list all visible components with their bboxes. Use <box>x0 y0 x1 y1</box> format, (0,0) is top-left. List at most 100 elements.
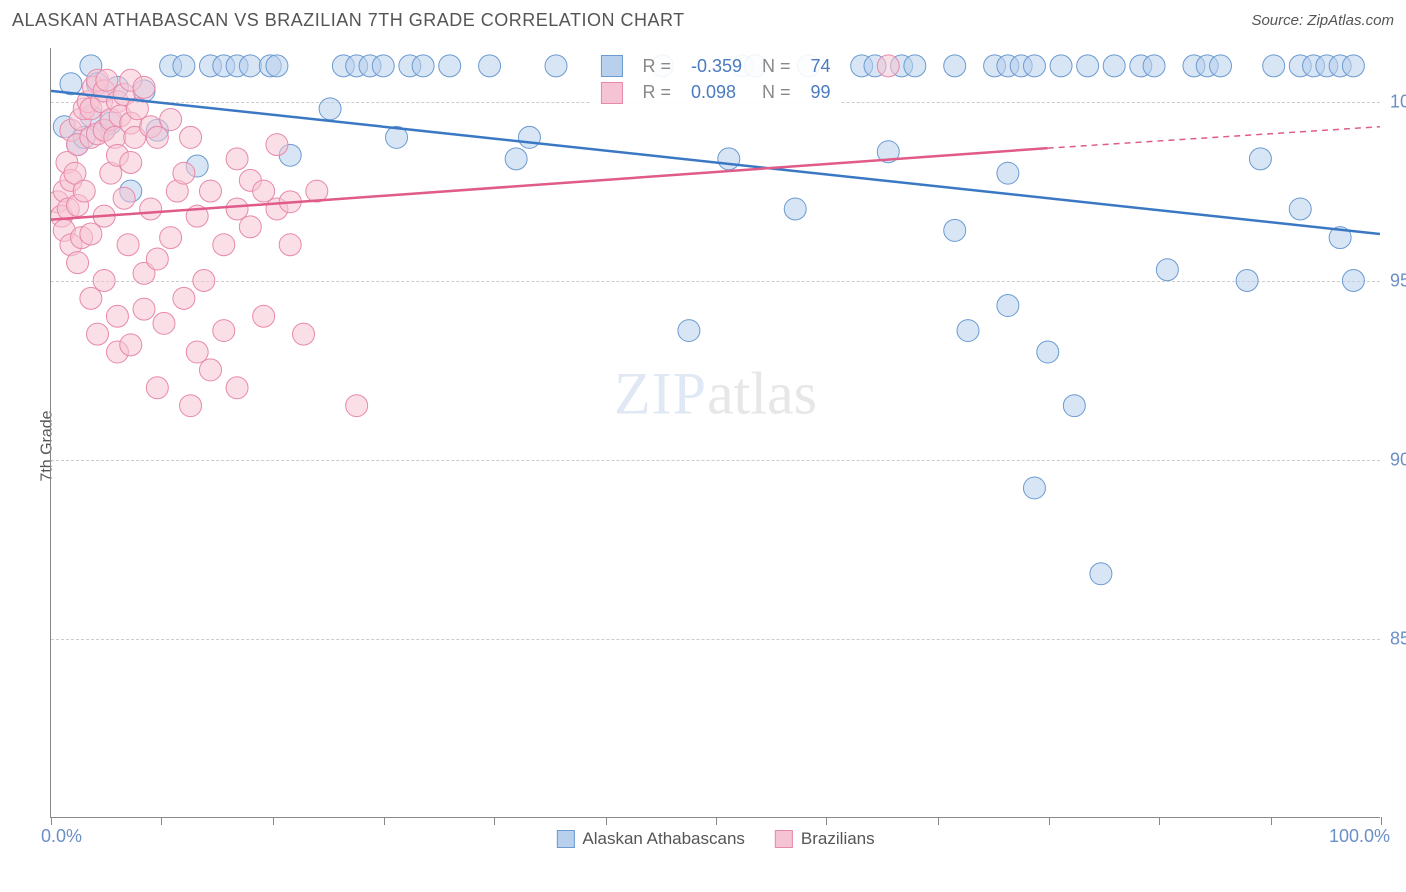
data-point <box>160 109 182 131</box>
data-point <box>306 180 328 202</box>
data-point <box>1342 270 1364 292</box>
data-point <box>67 252 89 274</box>
x-tick <box>494 817 495 825</box>
chart-plot-area: ZIPatlas 100.0%95.0%90.0%85.0% R = -0.35… <box>50 48 1380 818</box>
data-point <box>505 148 527 170</box>
source-attribution: Source: ZipAtlas.com <box>1251 12 1394 29</box>
data-point <box>944 219 966 241</box>
data-point <box>266 134 288 156</box>
r-label: R = <box>632 53 681 79</box>
data-point <box>266 55 288 77</box>
data-point <box>96 69 118 91</box>
data-point <box>1077 55 1099 77</box>
data-point <box>120 151 142 173</box>
data-point <box>253 305 275 327</box>
data-point <box>133 76 155 98</box>
data-point <box>1037 341 1059 363</box>
plot-svg <box>51 48 1380 817</box>
data-point <box>226 148 248 170</box>
x-tick <box>606 817 607 825</box>
data-point <box>439 55 461 77</box>
data-point <box>1289 198 1311 220</box>
y-tick-label: 85.0% <box>1390 628 1406 649</box>
data-point <box>186 341 208 363</box>
x-tick <box>826 817 827 825</box>
legend-item-1: Brazilians <box>775 829 875 849</box>
data-point <box>140 198 162 220</box>
r-value-0: -0.359 <box>681 53 752 79</box>
data-point <box>904 55 926 77</box>
data-point <box>253 180 275 202</box>
data-point <box>146 248 168 270</box>
regression-line-extrapolated <box>1048 127 1380 148</box>
data-point <box>87 323 109 345</box>
data-point <box>120 334 142 356</box>
data-point <box>180 395 202 417</box>
data-point <box>518 126 540 148</box>
data-point <box>180 126 202 148</box>
n-value-0: 74 <box>801 53 841 79</box>
data-point <box>545 55 567 77</box>
data-point <box>80 223 102 245</box>
x-tick <box>1159 817 1160 825</box>
x-tick <box>938 817 939 825</box>
r-value-1: 0.098 <box>681 79 752 105</box>
y-tick-label: 95.0% <box>1390 270 1406 291</box>
legend-label-0: Alaskan Athabascans <box>582 829 745 849</box>
data-point <box>372 55 394 77</box>
data-point <box>193 270 215 292</box>
data-point <box>279 234 301 256</box>
data-point <box>346 395 368 417</box>
data-point <box>213 320 235 342</box>
legend-item-0: Alaskan Athabascans <box>556 829 745 849</box>
data-point <box>239 216 261 238</box>
n-label: N = <box>752 53 801 79</box>
data-point <box>113 187 135 209</box>
data-point <box>944 55 966 77</box>
data-point <box>1090 563 1112 585</box>
regression-line <box>51 91 1380 234</box>
data-point <box>784 198 806 220</box>
correlation-legend-box: R = -0.359 N = 74 R = 0.098 N = 99 <box>590 53 840 106</box>
x-tick <box>1271 817 1272 825</box>
data-point <box>226 377 248 399</box>
data-point <box>1342 55 1364 77</box>
data-point <box>173 55 195 77</box>
data-point <box>1023 55 1045 77</box>
data-point <box>997 295 1019 317</box>
data-point <box>160 227 182 249</box>
data-point <box>412 55 434 77</box>
chart-title: ALASKAN ATHABASCAN VS BRAZILIAN 7TH GRAD… <box>12 10 685 31</box>
data-point <box>117 234 139 256</box>
n-label: N = <box>752 79 801 105</box>
data-point <box>199 359 221 381</box>
x-tick <box>1381 817 1382 825</box>
y-tick-label: 100.0% <box>1390 91 1406 112</box>
x-tick <box>161 817 162 825</box>
data-point <box>239 55 261 77</box>
r-label: R = <box>632 79 681 105</box>
data-point <box>1103 55 1125 77</box>
legend-swatch-icon <box>556 830 574 848</box>
x-axis-end-label: 100.0% <box>1329 826 1390 847</box>
n-value-1: 99 <box>801 79 841 105</box>
data-point <box>1050 55 1072 77</box>
data-point <box>73 180 95 202</box>
data-point <box>93 270 115 292</box>
data-point <box>1063 395 1085 417</box>
data-point <box>146 126 168 148</box>
data-point <box>1263 55 1285 77</box>
x-tick <box>51 817 52 825</box>
data-point <box>479 55 501 77</box>
data-point <box>146 377 168 399</box>
legend-label-1: Brazilians <box>801 829 875 849</box>
data-point <box>1156 259 1178 281</box>
data-point <box>319 98 341 120</box>
data-point <box>1143 55 1165 77</box>
x-tick <box>716 817 717 825</box>
data-point <box>153 312 175 334</box>
legend-swatch-series-1 <box>600 82 622 104</box>
x-tick <box>273 817 274 825</box>
data-point <box>1236 270 1258 292</box>
data-point <box>199 180 221 202</box>
